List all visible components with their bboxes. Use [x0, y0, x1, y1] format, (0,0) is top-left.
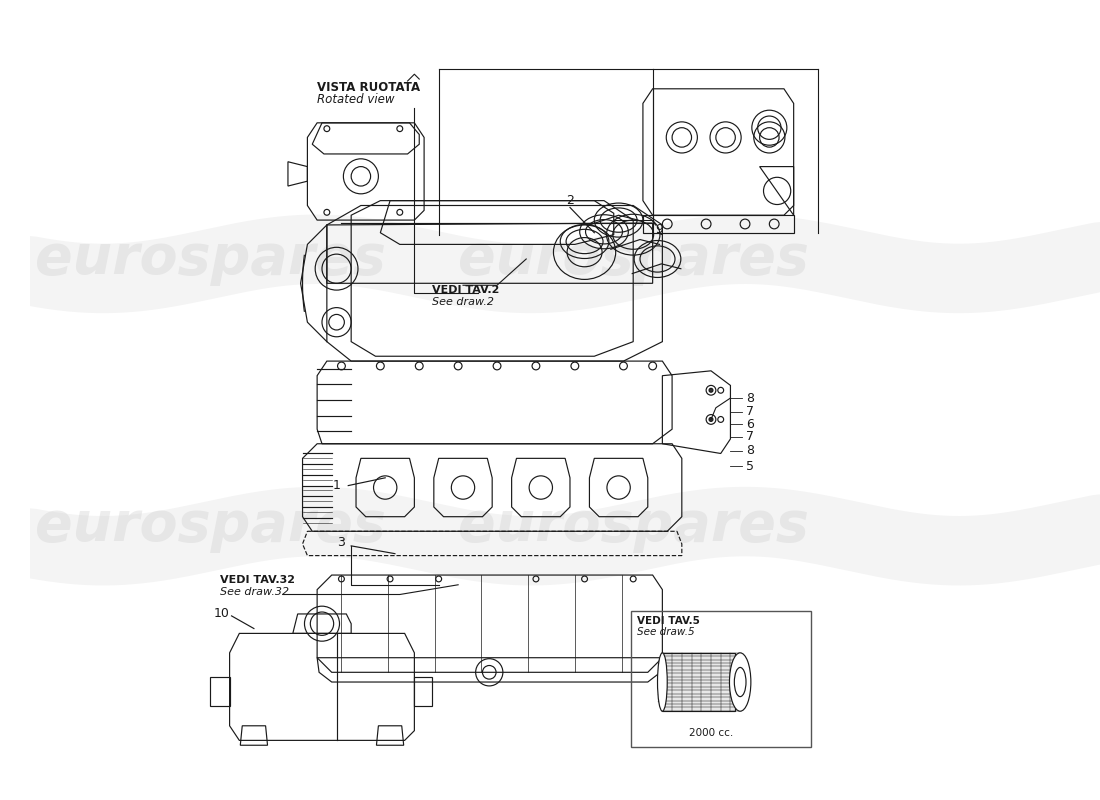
Text: 5: 5: [746, 460, 754, 473]
Bar: [662, 653, 735, 711]
Text: VEDI TAV.2: VEDI TAV.2: [432, 286, 499, 295]
Text: See draw.32: See draw.32: [220, 586, 289, 597]
Text: See draw.2: See draw.2: [432, 297, 494, 307]
Text: 7: 7: [746, 405, 754, 418]
Text: 8: 8: [746, 391, 754, 405]
Text: 7: 7: [746, 430, 754, 443]
Text: 10: 10: [213, 607, 230, 621]
Circle shape: [710, 418, 713, 422]
Text: VISTA RUOTATA: VISTA RUOTATA: [317, 81, 420, 94]
Ellipse shape: [729, 653, 751, 711]
Text: eurospares: eurospares: [35, 499, 386, 554]
Text: eurospares: eurospares: [458, 232, 808, 286]
Bar: [642, 215, 794, 233]
Text: 3: 3: [338, 537, 345, 550]
Ellipse shape: [658, 653, 668, 711]
Text: 2000 cc.: 2000 cc.: [689, 729, 733, 738]
Text: 1: 1: [332, 479, 341, 492]
Text: 6: 6: [746, 418, 754, 431]
Circle shape: [710, 388, 713, 392]
Text: VEDI TAV.5: VEDI TAV.5: [637, 616, 700, 626]
Bar: [631, 611, 811, 747]
Text: Rotated view: Rotated view: [317, 93, 395, 106]
Text: 8: 8: [746, 444, 754, 457]
Text: eurospares: eurospares: [35, 232, 386, 286]
Text: 2: 2: [566, 194, 574, 207]
Text: eurospares: eurospares: [458, 499, 808, 554]
Text: VEDI TAV.32: VEDI TAV.32: [220, 575, 295, 585]
Text: See draw.5: See draw.5: [637, 626, 695, 637]
Text: 9: 9: [656, 223, 663, 236]
